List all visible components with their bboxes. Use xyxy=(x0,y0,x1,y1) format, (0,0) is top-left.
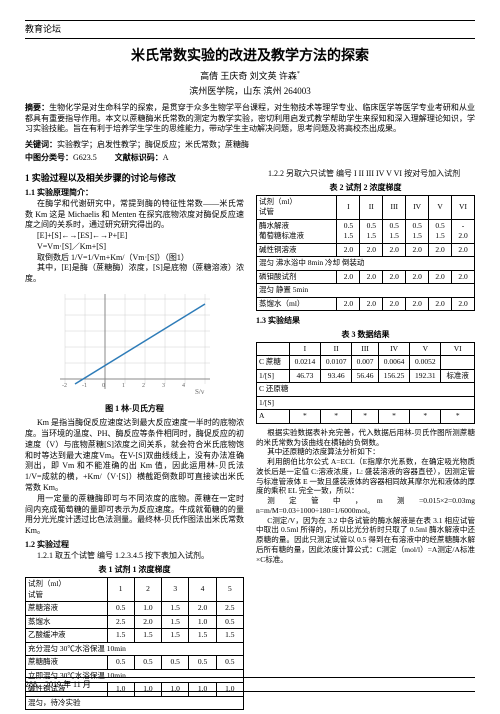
keywords: 关键词：实验教学；启发性教学；酶促反应；米氏常数；蔗糖酶 xyxy=(25,139,475,150)
result-para-3: 利用朗伯比尔公式 A=ECL（E指摩尔光系数，在确定吸光物质波长后是一定值 C:… xyxy=(256,457,475,496)
table-1-caption: 表 1 试剂 1 浓度梯度 xyxy=(25,564,244,575)
section-1-title: 1 实验过程以及相关步骤的讨论与修改 xyxy=(25,172,244,185)
abstract-label: 摘要： xyxy=(25,103,49,112)
result-para-1: 根据实验数据表补充完善，代入数据后用林-贝氏作图所测蔗糖的米氏常数为该曲线在横轴… xyxy=(256,428,475,448)
classification: 中图分类号：G623.5 文献标识码：A xyxy=(25,152,475,163)
affiliation: 滨州医学院，山东 滨州 264003 xyxy=(25,85,475,98)
svg-text:0: 0 xyxy=(102,383,105,389)
figure-1-chart: -2 -1 0 1 2 3 4 S/v xyxy=(55,289,215,399)
svg-text:-1: -1 xyxy=(82,383,87,389)
table-3-caption: 表 3 数据结果 xyxy=(256,329,475,340)
step-1-2-2: 1.2.2 另取六只试管 编号 I II III IV V VI 按对号加入试剂 xyxy=(256,169,475,180)
authors: 高倩 王庆奇 刘文英 许森* xyxy=(25,70,475,83)
svg-text:-2: -2 xyxy=(62,383,67,389)
page-number: 288 xyxy=(25,680,37,689)
content-columns: 1 实验过程以及相关步骤的讨论与修改 1.1 实验原理简介： 在酶学和代谢研究中… xyxy=(25,169,475,714)
left-column: 1 实验过程以及相关步骤的讨论与修改 1.1 实验原理简介： 在酶学和代谢研究中… xyxy=(25,169,244,714)
table-2-caption: 表 2 试剂 2 浓度梯度 xyxy=(256,182,475,193)
step-1-2-1: 1.2.1 取五个试管 编号 1.2.3.4.5 按下表加入试剂。 xyxy=(25,551,244,562)
footer-date: 2019 年 11 月 xyxy=(45,680,91,689)
journal-header: 教育论坛 xyxy=(25,20,475,39)
svg-text:4: 4 xyxy=(182,383,185,389)
right-column: 1.2.2 另取六只试管 编号 I II III IV V VI 按对号加入试剂… xyxy=(256,169,475,714)
para-1-1: 在酶学和代谢研究中，常提到酶的特征性常数——米氏常数 Km 这是 Michael… xyxy=(25,199,244,231)
abstract-text: 生物化学是对生命科学的探索，是贯穿于众多生物学平台课程，对生物技术等理学专业、临… xyxy=(25,103,475,133)
svg-text:S/v: S/v xyxy=(195,388,205,396)
section-1-1-title: 1.1 实验原理简介： xyxy=(25,187,244,198)
svg-text:1: 1 xyxy=(122,383,125,389)
result-para-5: C测定/V，因为在 3.2 中各试管的酶水解液是在表 3.1 相应试管中取出 0… xyxy=(256,516,475,565)
figure-1-caption: 图 1 林-贝氏方程 xyxy=(25,403,244,414)
svg-text:3: 3 xyxy=(162,383,165,389)
table-2: 试剂（ml）试管IIIIIIIVVVI酶水解液葡萄糖标准液0.51.50.51.… xyxy=(256,195,475,312)
para-1-2: 其中，[E]是酶（蔗糖酶）浓度，[S]是底物（蔗糖溶液）浓度。 xyxy=(25,263,244,285)
abstract: 摘要：生物化学是对生命科学的探索，是贯穿于众多生物学平台课程，对生物技术等理学专… xyxy=(25,103,475,134)
page-footer: 288 2019 年 11 月 xyxy=(25,677,475,692)
formula-3: 取倒数后 1/V=1/Vm+Km/（Vm·[S]）（图1） xyxy=(25,253,244,264)
section-1-2-title: 1.2 实验过程 xyxy=(25,539,244,550)
para-km-2: 用一定量的蔗糖酶即可与不同浓度的底物。蔗糖在一定时间内充成葡萄糖的量即可表示为反… xyxy=(25,494,244,537)
result-para-2: 其中还原糖的浓度算法分析如下： xyxy=(256,447,475,457)
para-km: Km 是指当酶促反应速度达到最大反应速度一半时的底物浓度。当环境的温度、PH、酶… xyxy=(25,418,244,494)
svg-text:2: 2 xyxy=(142,383,145,389)
formula-2: V=Vm·[S]／Km+[S] xyxy=(25,242,244,253)
result-para-4: 测定管中，m测=0.015×2=0.03mg n=m/M=0.03÷1000÷1… xyxy=(256,496,475,516)
article-title: 米氏常数实验的改进及教学方法的探索 xyxy=(25,47,475,67)
section-1-3-title: 1.3 实验结果 xyxy=(256,315,475,326)
table-3: IIIIIIIVVVIC 蔗糖0.02140.01070.0070.00640.… xyxy=(256,342,475,424)
formula-1: [E]+[S]←→[ES]←→P+[E] xyxy=(25,231,244,242)
